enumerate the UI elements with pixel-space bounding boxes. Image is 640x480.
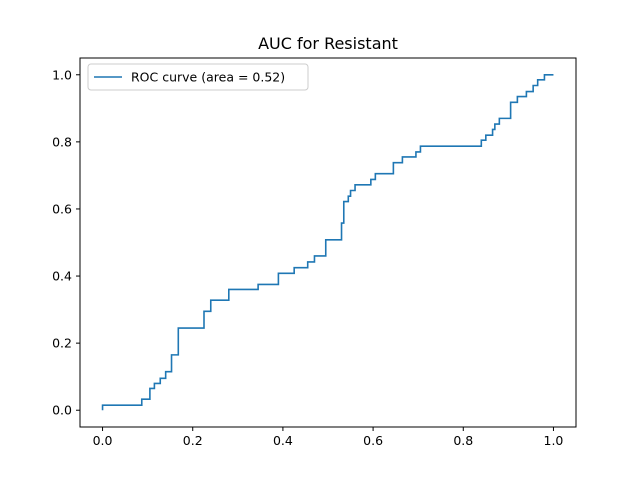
x-tick-label: 1.0: [544, 433, 564, 448]
y-tick-label: 1.0: [52, 67, 72, 82]
legend-box: [87, 63, 309, 91]
axes: 0.0 0.2 0.4 0.6 0.8 1.0 0.0 0.2 0.4 0.6 0.8 1.0: [52, 57, 577, 448]
y-tick-label: 0.8: [52, 134, 72, 149]
x-tick-label: 0.8: [453, 433, 473, 448]
axes-frame: [79, 57, 577, 428]
y-tick-label: 0.4: [52, 269, 72, 284]
x-tick-label: 0.2: [183, 433, 203, 448]
y-tick-label: 0.0: [52, 403, 72, 418]
plot-area: [101, 73, 554, 411]
roc-curve-line: [101, 73, 554, 411]
x-tick-label: 0.6: [363, 433, 383, 448]
legend: ROC curve (area = 0.52): [87, 63, 309, 91]
x-tick-label: 0.0: [93, 433, 113, 448]
chart-title: AUC for Resistant: [258, 34, 398, 53]
legend-label: ROC curve (area = 0.52): [131, 70, 285, 85]
x-tick-label: 0.4: [273, 433, 293, 448]
y-tick-label: 0.2: [52, 336, 72, 351]
y-tick-label: 0.6: [52, 201, 72, 216]
